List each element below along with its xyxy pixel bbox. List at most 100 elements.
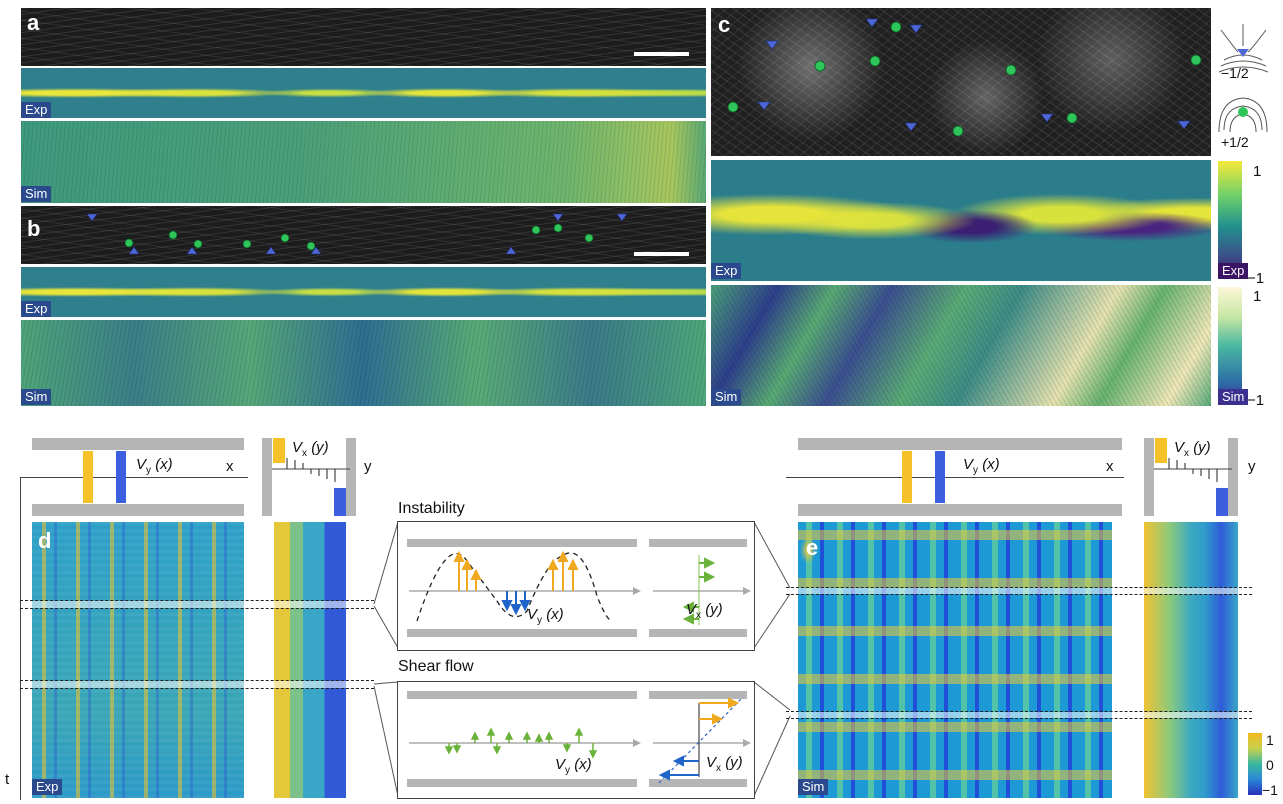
scale-bar-b	[634, 252, 689, 256]
colorbar-e-top: 1	[1266, 732, 1274, 748]
panel-a-label: a	[27, 10, 40, 35]
instability-down-arrows	[501, 591, 531, 616]
colorbar-exp-top: 1	[1253, 163, 1262, 180]
highlight-d-2-bottom	[20, 688, 374, 689]
highlight-d-1	[32, 601, 346, 608]
instability-title: Instability	[398, 500, 465, 517]
colorbar-e-mid: 0	[1266, 757, 1274, 773]
instability-vx-label: Vx (y)	[686, 601, 723, 621]
panel-e-label: e	[806, 535, 819, 560]
shear-negative-arrows	[658, 755, 699, 781]
panel-b-sim-tag: Sim	[21, 389, 52, 405]
instability-vx-arrows	[682, 557, 716, 625]
minus-half-marker	[1237, 49, 1249, 57]
shear-vx-label: Vx (y)	[706, 754, 743, 774]
shear-vy-label: Vy (x)	[555, 756, 592, 776]
t-axis	[20, 478, 21, 800]
highlight-e-2	[798, 712, 1238, 718]
x-axis-label-e: x	[1106, 458, 1114, 475]
channel-wall-bottom-d	[32, 504, 244, 516]
channel-wall-top-d	[32, 438, 244, 450]
vx-blue-bar-e	[1216, 488, 1228, 516]
panel-b-exp-tag: Exp	[21, 301, 52, 317]
panel-b-defects	[86, 213, 628, 255]
y-axis-label-d: y	[364, 458, 372, 475]
panel-e-profile	[1144, 522, 1238, 798]
vy-down-bar-e	[935, 451, 945, 503]
instability-up-arrows	[453, 550, 579, 591]
panel-e-kymograph-rows	[798, 522, 1112, 798]
vy-up-bar-e	[902, 451, 912, 503]
vx-profile-arrows-d	[272, 458, 350, 482]
minus-half-defects	[86, 213, 628, 255]
y-axis-label-e: y	[1248, 458, 1256, 475]
vy-label-e: Vy (x)	[963, 456, 1000, 476]
vx-label-d: Vx (y)	[292, 439, 329, 459]
minus-half-label: −1/2	[1221, 65, 1249, 81]
panel-c-label: c	[718, 12, 731, 37]
vx-blue-bar-d	[334, 488, 346, 516]
plus-half-label: +1/2	[1221, 134, 1249, 150]
plus-half-marker	[1238, 107, 1248, 117]
panel-d-label: d	[38, 528, 52, 553]
vx-arrows	[286, 458, 336, 482]
highlight-e-2-bottom	[786, 718, 1252, 719]
panel-c-flow-exp	[711, 160, 1211, 281]
panel-d-profile	[274, 522, 346, 798]
vx-wall-left-d	[262, 438, 272, 516]
highlight-e-2-top	[786, 711, 1252, 712]
shear-vy-arrows	[444, 727, 598, 759]
panel-e-sim-tag: Sim	[798, 779, 829, 795]
panel-a-micrograph	[21, 8, 706, 66]
x-axis-d	[20, 477, 248, 478]
x-axis-e	[786, 477, 1124, 478]
instability-schematic	[407, 539, 751, 637]
panel-a-sim	[21, 121, 706, 203]
plus-half-defects	[124, 223, 594, 251]
panel-a-sim-tag: Sim	[21, 186, 52, 202]
minus-half-defects-c	[757, 18, 1191, 132]
highlight-e-1-bottom	[786, 594, 1252, 595]
panel-c-sim-tag: Sim	[711, 389, 742, 405]
defect-legend	[1218, 24, 1269, 133]
colorbar-e	[1248, 733, 1262, 795]
highlight-d-1-top	[20, 600, 374, 601]
panel-b-flow-exp	[21, 267, 706, 317]
panel-d-kymograph	[32, 522, 244, 798]
highlight-d-2	[32, 681, 346, 688]
vx-label-e: Vx (y)	[1174, 439, 1211, 459]
colorbar-sim-tag: Sim	[1218, 389, 1249, 405]
vy-down-bar-d	[116, 451, 126, 503]
vx-yellow-bar-d	[273, 438, 285, 463]
colorbar-sim	[1218, 287, 1242, 405]
panel-a-flow-exp	[21, 68, 706, 118]
channel-wall-bottom-e	[798, 504, 1122, 516]
panel-b-sim	[21, 320, 706, 406]
colorbar-sim-top: 1	[1253, 288, 1262, 305]
shear-positive-arrows	[699, 697, 740, 725]
vx-profile-arrows-e	[1154, 458, 1232, 482]
panel-c-exp-tag: Exp	[711, 263, 742, 279]
colorbar-sim-bottom: −1	[1247, 392, 1265, 409]
connector-lines	[373, 521, 791, 797]
t-axis-label: t	[5, 771, 10, 788]
highlight-e-1	[798, 588, 1238, 594]
shear-title: Shear flow	[398, 658, 474, 675]
colorbar-exp-tag: Exp	[1218, 263, 1249, 279]
highlight-e-1-top	[786, 587, 1252, 588]
vx-wall-right-e	[1228, 438, 1238, 516]
vx-yellow-bar-e	[1155, 438, 1167, 463]
scale-bar-a	[634, 52, 689, 56]
highlight-d-2-top	[20, 680, 374, 681]
channel-wall-top-e	[798, 438, 1122, 450]
panel-a-exp-tag: Exp	[21, 102, 52, 118]
x-axis-label-d: x	[226, 458, 234, 475]
colorbar-exp	[1218, 161, 1242, 279]
colorbar-e-bottom: −1	[1262, 782, 1278, 798]
colorbar-exp-bottom: −1	[1247, 270, 1265, 287]
instability-vy-label: Vy (x)	[527, 606, 564, 626]
plus-half-defects-c	[727, 21, 1202, 137]
panel-b-label: b	[27, 216, 41, 241]
panel-c-defects	[727, 18, 1202, 137]
vy-label-d: Vy (x)	[136, 456, 173, 476]
